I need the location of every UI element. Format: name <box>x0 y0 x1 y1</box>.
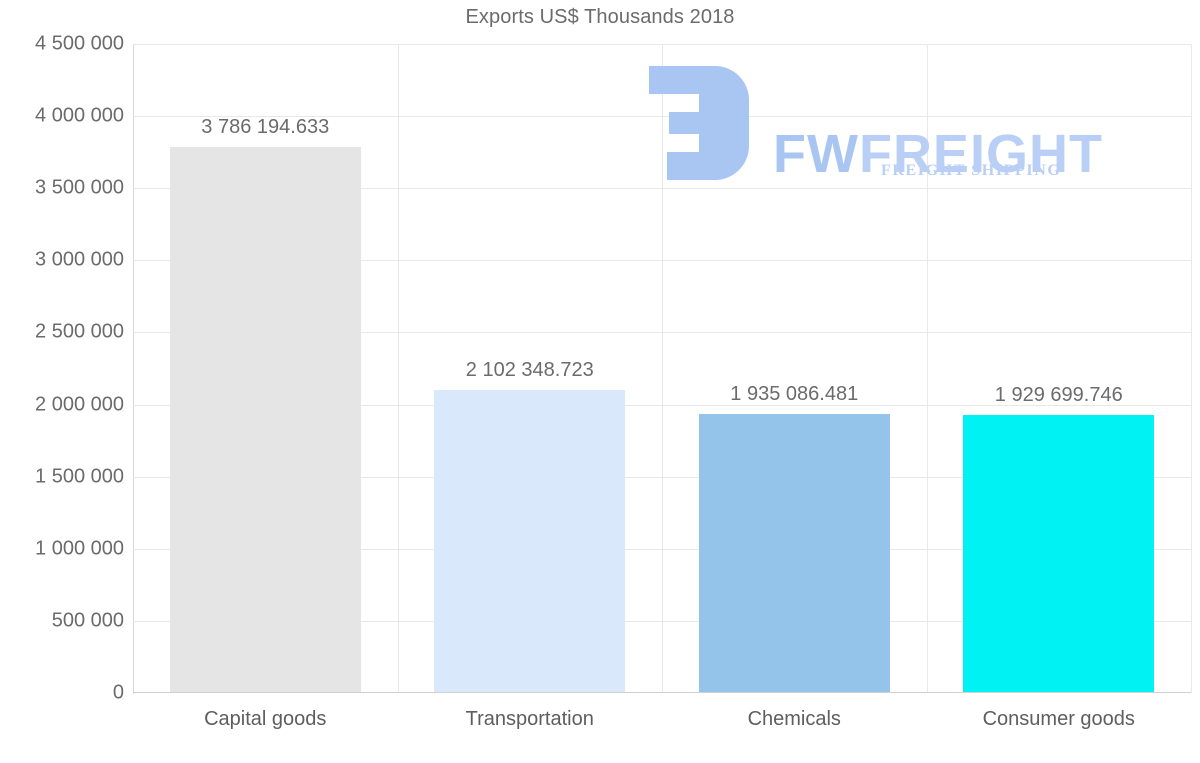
y-axis-tick-label: 3 000 000 <box>35 248 124 271</box>
y-axis-tick-label: 2 000 000 <box>35 393 124 416</box>
chart-title: Exports US$ Thousands 2018 <box>465 6 735 28</box>
y-axis-line <box>133 44 134 694</box>
bar-capital-goods[interactable] <box>169 146 361 693</box>
y-axis-tick-label: 4 000 000 <box>35 104 124 127</box>
plot-area <box>133 44 1192 693</box>
y-axis-tick-label: 0 <box>112 681 124 704</box>
bar-transportation[interactable] <box>434 389 626 693</box>
y-axis-tick-label: 1 500 000 <box>35 465 124 488</box>
x-axis-label: Chemicals <box>747 708 841 730</box>
bar-value-label: 1 935 086.481 <box>730 382 859 405</box>
y-axis-tick-label: 500 000 <box>51 609 124 632</box>
bar-consumer-goods[interactable] <box>963 414 1155 693</box>
bar-value-label: 3 786 194.633 <box>201 115 330 138</box>
y-axis-tick-label: 1 000 000 <box>35 537 124 560</box>
y-axis-tick-label: 2 500 000 <box>35 320 124 343</box>
gridline-vertical <box>1191 44 1192 693</box>
gridline-vertical <box>662 44 663 693</box>
y-axis-tick-label: 4 500 000 <box>35 32 124 55</box>
x-axis-label: Capital goods <box>204 708 327 730</box>
bar-chemicals[interactable] <box>698 413 890 693</box>
gridline-vertical <box>398 44 399 693</box>
y-axis-tick-label: 3 500 000 <box>35 176 124 199</box>
x-axis-baseline <box>133 692 1191 693</box>
gridline-vertical <box>927 44 928 693</box>
bar-value-label: 1 929 699.746 <box>994 383 1123 406</box>
x-axis-label: Consumer goods <box>982 708 1135 730</box>
bar-value-label: 2 102 348.723 <box>465 358 594 381</box>
x-axis-label: Transportation <box>465 708 594 730</box>
